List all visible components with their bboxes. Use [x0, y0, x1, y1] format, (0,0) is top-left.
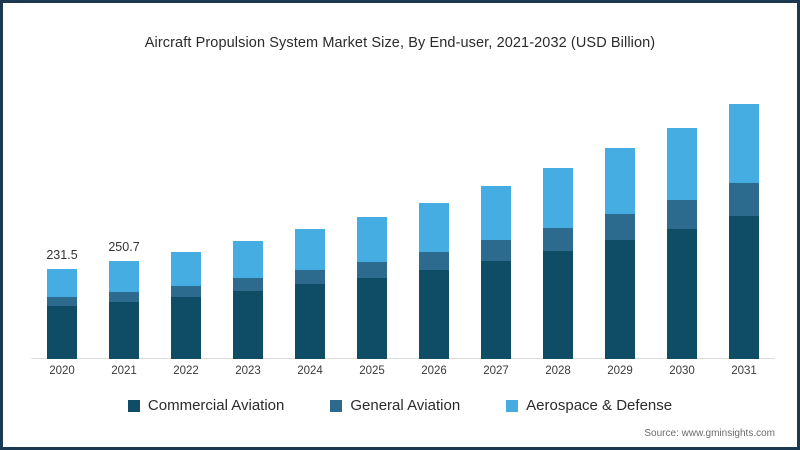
bar-segment-aerospace-defense[interactable]	[109, 261, 139, 292]
bar-group[interactable]	[233, 241, 263, 359]
x-axis-tick-2025: 2025	[359, 365, 385, 377]
bar-segment-aerospace-defense[interactable]	[295, 229, 325, 270]
bar-segment-aerospace-defense[interactable]	[543, 168, 573, 228]
legend-item-label: Aerospace & Defense	[526, 397, 673, 414]
bar-segment-general-aviation[interactable]	[171, 286, 201, 297]
legend-swatch-icon	[330, 399, 343, 412]
bar-segment-commercial-aviation[interactable]	[605, 240, 635, 359]
bar-segment-general-aviation[interactable]	[419, 252, 449, 270]
x-axis-tick-2029: 2029	[607, 365, 633, 377]
bar-value-label: 250.7	[108, 240, 140, 254]
bar-segment-general-aviation[interactable]	[729, 183, 759, 216]
legend-item-label: Commercial Aviation	[147, 397, 285, 414]
bar-segment-commercial-aviation[interactable]	[729, 216, 759, 359]
bar-segment-general-aviation[interactable]	[233, 278, 263, 291]
bar-segment-general-aviation[interactable]	[481, 240, 511, 261]
legend-item-commercial-aviation[interactable]: Commercial Aviation	[127, 397, 285, 414]
legend-swatch-icon	[127, 399, 140, 412]
x-axis-line	[31, 358, 775, 359]
legend-item-general-aviation[interactable]: General Aviation	[330, 397, 460, 414]
bar-group[interactable]	[667, 128, 697, 359]
bar-group[interactable]: 250.7	[108, 240, 140, 359]
legend-item-label: General Aviation	[350, 397, 461, 414]
bar-group[interactable]	[729, 104, 759, 359]
page-title: Aircraft Propulsion System Market Size, …	[144, 35, 656, 51]
bar-segment-commercial-aviation[interactable]	[47, 306, 77, 359]
bar-segment-general-aviation[interactable]	[47, 297, 77, 306]
legend-swatch-icon	[506, 399, 519, 412]
plot-area: 231.5 250.7	[31, 73, 775, 359]
x-axis-tick-2020: 2020	[49, 365, 75, 377]
bar-segment-aerospace-defense[interactable]	[481, 186, 511, 240]
bar-segment-commercial-aviation[interactable]	[543, 251, 573, 359]
bar-segment-aerospace-defense[interactable]	[605, 148, 635, 214]
x-axis-tick-2031: 2031	[731, 365, 757, 377]
bar-group[interactable]	[543, 168, 573, 359]
bar-group[interactable]	[171, 252, 201, 359]
bar-segment-aerospace-defense[interactable]	[729, 104, 759, 183]
x-axis-tick-2024: 2024	[297, 365, 323, 377]
bar-group[interactable]	[295, 229, 325, 359]
x-axis-tick-2028: 2028	[545, 365, 571, 377]
bar-group[interactable]	[419, 203, 449, 359]
x-axis-tick-2021: 2021	[111, 365, 137, 377]
bar-group[interactable]	[357, 217, 387, 359]
bar-segment-general-aviation[interactable]	[109, 292, 139, 302]
bar-segment-general-aviation[interactable]	[357, 262, 387, 278]
bar-segment-general-aviation[interactable]	[605, 214, 635, 240]
bar-segment-general-aviation[interactable]	[295, 270, 325, 284]
x-axis-tick-2023: 2023	[235, 365, 261, 377]
source-attribution: Source: www.gminsights.com	[644, 428, 775, 439]
bar-segment-commercial-aviation[interactable]	[109, 302, 139, 359]
bar-segment-aerospace-defense[interactable]	[171, 252, 201, 286]
bar-group[interactable]	[605, 148, 635, 359]
x-axis-tick-2026: 2026	[421, 365, 447, 377]
bar-value-label: 231.5	[46, 248, 78, 262]
bar-segment-commercial-aviation[interactable]	[171, 297, 201, 359]
bar-segment-commercial-aviation[interactable]	[357, 278, 387, 359]
bar-segment-commercial-aviation[interactable]	[481, 261, 511, 359]
x-axis-tick-2027: 2027	[483, 365, 509, 377]
bar-group[interactable]: 231.5	[46, 248, 78, 359]
bar-segment-aerospace-defense[interactable]	[667, 128, 697, 200]
bar-segment-general-aviation[interactable]	[667, 200, 697, 229]
x-axis-tick-labels: 2020 2021 2022 2023 2024 2025 2026 2027 2028 2029…	[31, 365, 775, 385]
x-axis-tick-2030: 2030	[669, 365, 695, 377]
bar-segment-commercial-aviation[interactable]	[295, 284, 325, 359]
x-axis-tick-2022: 2022	[173, 365, 199, 377]
bar-segment-commercial-aviation[interactable]	[667, 229, 697, 359]
bar-segment-commercial-aviation[interactable]	[233, 291, 263, 359]
bar-segment-commercial-aviation[interactable]	[419, 270, 449, 359]
legend-item-aerospace-defense[interactable]: Aerospace & Defense	[506, 397, 672, 414]
bar-group[interactable]	[481, 186, 511, 359]
bar-segment-aerospace-defense[interactable]	[419, 203, 449, 252]
bar-segment-aerospace-defense[interactable]	[357, 217, 387, 262]
chart-legend: Commercial Aviation General Aviation Aeros…	[3, 397, 797, 414]
bar-segment-aerospace-defense[interactable]	[233, 241, 263, 278]
bar-segment-general-aviation[interactable]	[543, 228, 573, 251]
bar-segment-aerospace-defense[interactable]	[47, 269, 77, 297]
